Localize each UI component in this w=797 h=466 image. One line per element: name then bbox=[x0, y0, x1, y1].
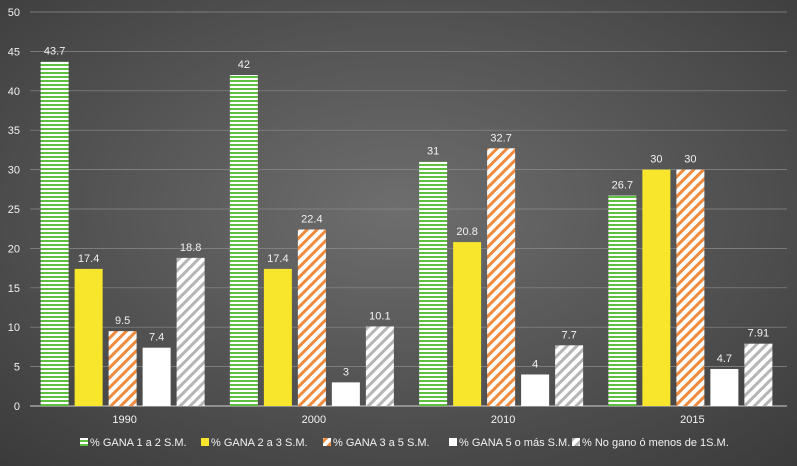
bar bbox=[419, 161, 448, 406]
y-tick-label: 15 bbox=[8, 283, 20, 295]
bar bbox=[142, 347, 171, 406]
y-tick-label: 45 bbox=[8, 46, 20, 58]
y-tick-label: 20 bbox=[8, 243, 20, 255]
x-tick-label: 1990 bbox=[112, 414, 136, 426]
x-tick-label: 2010 bbox=[491, 414, 515, 426]
legend-swatch bbox=[80, 438, 88, 446]
bar bbox=[229, 75, 258, 406]
bar bbox=[74, 268, 103, 406]
bar bbox=[744, 343, 773, 406]
bar bbox=[263, 268, 292, 406]
bar bbox=[555, 345, 584, 406]
legend-swatch bbox=[449, 438, 457, 446]
bar bbox=[297, 229, 326, 406]
y-tick-label: 50 bbox=[8, 7, 20, 19]
x-tick-label: 2000 bbox=[302, 414, 326, 426]
legend-swatch bbox=[201, 438, 209, 446]
data-label: 7.4 bbox=[149, 332, 164, 344]
y-tick-label: 5 bbox=[14, 362, 20, 374]
data-label: 20.8 bbox=[456, 226, 477, 238]
x-tick-label: 2015 bbox=[680, 414, 704, 426]
legend-entry: % GANA 5 o más S.M. bbox=[459, 437, 570, 449]
bar bbox=[710, 368, 739, 406]
data-label: 7.7 bbox=[561, 329, 576, 341]
y-tick-label: 0 bbox=[14, 401, 20, 413]
legend-entry: % GANA 3 a 5 S.M. bbox=[333, 437, 430, 449]
legend-swatch bbox=[572, 438, 580, 446]
bar bbox=[521, 374, 550, 406]
data-label: 30 bbox=[684, 154, 696, 166]
data-label: 26.7 bbox=[612, 180, 633, 192]
y-tick-label: 30 bbox=[8, 165, 20, 177]
bar bbox=[176, 257, 205, 406]
data-label: 17.4 bbox=[78, 253, 99, 265]
legend-entry: % No gano ó menos de 1S.M. bbox=[582, 437, 729, 449]
data-label: 22.4 bbox=[301, 213, 322, 225]
data-label: 42 bbox=[238, 59, 250, 71]
data-label: 30 bbox=[650, 154, 662, 166]
y-tick-label: 25 bbox=[8, 204, 20, 216]
data-label: 31 bbox=[427, 146, 439, 158]
grid bbox=[30, 11, 787, 367]
bars bbox=[40, 61, 773, 406]
legend-entry: % GANA 1 a 2 S.M. bbox=[90, 437, 187, 449]
bar bbox=[487, 148, 516, 406]
data-label: 18.8 bbox=[180, 242, 201, 254]
data-label: 43.7 bbox=[44, 46, 65, 58]
data-label: 32.7 bbox=[490, 132, 511, 144]
bar bbox=[453, 242, 482, 406]
legend-swatch bbox=[323, 438, 331, 446]
legend-entry: % GANA 2 a 3 S.M. bbox=[211, 437, 308, 449]
data-label: 10.1 bbox=[369, 310, 390, 322]
bar bbox=[676, 169, 705, 406]
y-tick-label: 35 bbox=[8, 125, 20, 137]
bar bbox=[608, 195, 637, 406]
data-label: 7.91 bbox=[748, 328, 769, 340]
bar bbox=[642, 169, 671, 406]
y-tick-label: 10 bbox=[8, 322, 20, 334]
data-label: 3 bbox=[343, 366, 349, 378]
data-label: 4 bbox=[532, 358, 538, 370]
data-label: 17.4 bbox=[267, 253, 288, 265]
data-labels: 43.7 17.4 9.5 7.4 18.8 42 17.4 22.4 3 10.1 31 20.8 3… bbox=[44, 46, 769, 379]
data-label: 9.5 bbox=[115, 315, 130, 327]
bar bbox=[40, 61, 69, 406]
bar bbox=[108, 331, 137, 406]
bar bbox=[365, 326, 394, 406]
legend: % GANA 1 a 2 S.M. % GANA 2 a 3 S.M. % GANA… bbox=[80, 437, 729, 449]
bar bbox=[331, 382, 360, 406]
y-tick-label: 40 bbox=[8, 86, 20, 98]
data-label: 4.7 bbox=[717, 353, 732, 365]
